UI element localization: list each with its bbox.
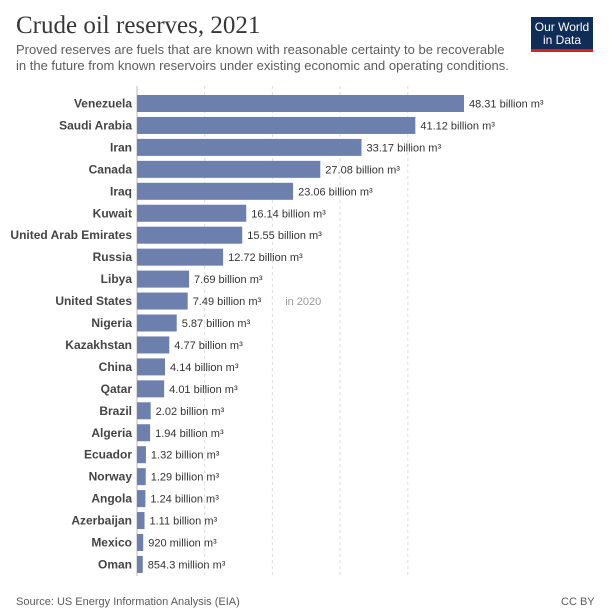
bar bbox=[137, 336, 170, 354]
category-label: Iran bbox=[110, 140, 132, 154]
category-label: Saudi Arabia bbox=[59, 118, 132, 132]
category-label: Brazil bbox=[99, 404, 132, 418]
bar bbox=[137, 512, 145, 530]
bar bbox=[137, 182, 294, 200]
value-label: 1.29 billion m³ bbox=[151, 472, 220, 484]
category-label: Qatar bbox=[101, 382, 133, 396]
value-label: 7.69 billion m³ bbox=[194, 274, 263, 286]
category-label: United Arab Emirates bbox=[10, 228, 132, 242]
bar bbox=[137, 555, 143, 573]
category-label: Kuwait bbox=[93, 206, 132, 220]
value-label: 33.17 billion m³ bbox=[367, 142, 442, 154]
chart-title: Crude oil reserves, 2021 bbox=[16, 12, 261, 39]
source-note[interactable]: Source: US Energy Information Analysis (… bbox=[16, 596, 240, 608]
category-label: China bbox=[99, 360, 133, 374]
category-label: Venezuela bbox=[74, 97, 132, 111]
bar bbox=[137, 95, 464, 112]
category-label: Algeria bbox=[91, 426, 132, 440]
bar bbox=[137, 402, 151, 420]
bar bbox=[137, 292, 188, 310]
bar bbox=[137, 138, 362, 156]
bar bbox=[137, 116, 416, 134]
value-label: 41.12 billion m³ bbox=[420, 120, 495, 132]
value-label: 27.08 billion m³ bbox=[325, 164, 400, 176]
category-label: Ecuador bbox=[84, 448, 132, 462]
bar bbox=[137, 358, 166, 376]
value-label: 1.24 billion m³ bbox=[150, 494, 219, 506]
value-label: 854.3 million m³ bbox=[148, 559, 226, 571]
value-label: 16.14 billion m³ bbox=[251, 208, 326, 220]
value-label: 4.01 billion m³ bbox=[169, 384, 238, 396]
value-label: 15.55 billion m³ bbox=[247, 230, 322, 242]
bar bbox=[137, 446, 146, 464]
value-label: 1.11 billion m³ bbox=[150, 516, 218, 528]
category-label: Angola bbox=[91, 492, 132, 506]
value-label: 1.94 billion m³ bbox=[155, 428, 224, 440]
category-label: United States bbox=[55, 294, 132, 308]
owid-logo[interactable]: Our World in Data bbox=[531, 17, 593, 52]
value-label: 4.77 billion m³ bbox=[174, 340, 243, 352]
value-label: 920 million m³ bbox=[148, 538, 217, 550]
bar-chart: Venezuela 48.31 billion m³ Saudi Arabia 41.… bbox=[10, 86, 544, 576]
category-label: Iraq bbox=[110, 184, 132, 198]
bar bbox=[137, 248, 224, 266]
chart-subtitle: Proved reserves are fuels that are known… bbox=[16, 42, 509, 73]
bar bbox=[137, 424, 151, 442]
category-label: Mexico bbox=[91, 536, 132, 550]
license-link[interactable]: CC BY bbox=[561, 596, 595, 608]
bar bbox=[137, 534, 144, 551]
category-label: Canada bbox=[89, 162, 133, 176]
value-label: 23.06 billion m³ bbox=[298, 186, 373, 198]
category-label: Nigeria bbox=[91, 316, 132, 330]
category-label: Azerbaijan bbox=[71, 514, 132, 528]
category-label: Libya bbox=[101, 272, 133, 286]
bar bbox=[137, 314, 177, 332]
bar bbox=[137, 270, 190, 288]
bar bbox=[137, 160, 321, 178]
bar bbox=[137, 468, 146, 486]
value-label: 2.02 billion m³ bbox=[156, 406, 225, 418]
value-label: 1.32 billion m³ bbox=[151, 450, 220, 462]
bar bbox=[137, 226, 243, 244]
bar bbox=[137, 380, 165, 398]
category-label: Oman bbox=[98, 557, 132, 571]
category-label: Kazakhstan bbox=[65, 338, 132, 352]
logo-line-2: in Data bbox=[542, 33, 582, 47]
bar bbox=[137, 204, 247, 222]
category-label: Russia bbox=[93, 250, 133, 264]
value-label: 48.31 billion m³ bbox=[469, 99, 544, 111]
value-label: 5.87 billion m³ bbox=[182, 318, 251, 330]
logo-line-1: Our World bbox=[534, 20, 590, 34]
value-label: 7.49 billion m³ bbox=[193, 296, 262, 308]
bar bbox=[137, 490, 146, 508]
value-label: 12.72 billion m³ bbox=[228, 252, 303, 264]
value-note: in 2020 bbox=[285, 296, 321, 308]
category-label: Norway bbox=[89, 470, 133, 484]
value-label: 4.14 billion m³ bbox=[170, 362, 239, 374]
